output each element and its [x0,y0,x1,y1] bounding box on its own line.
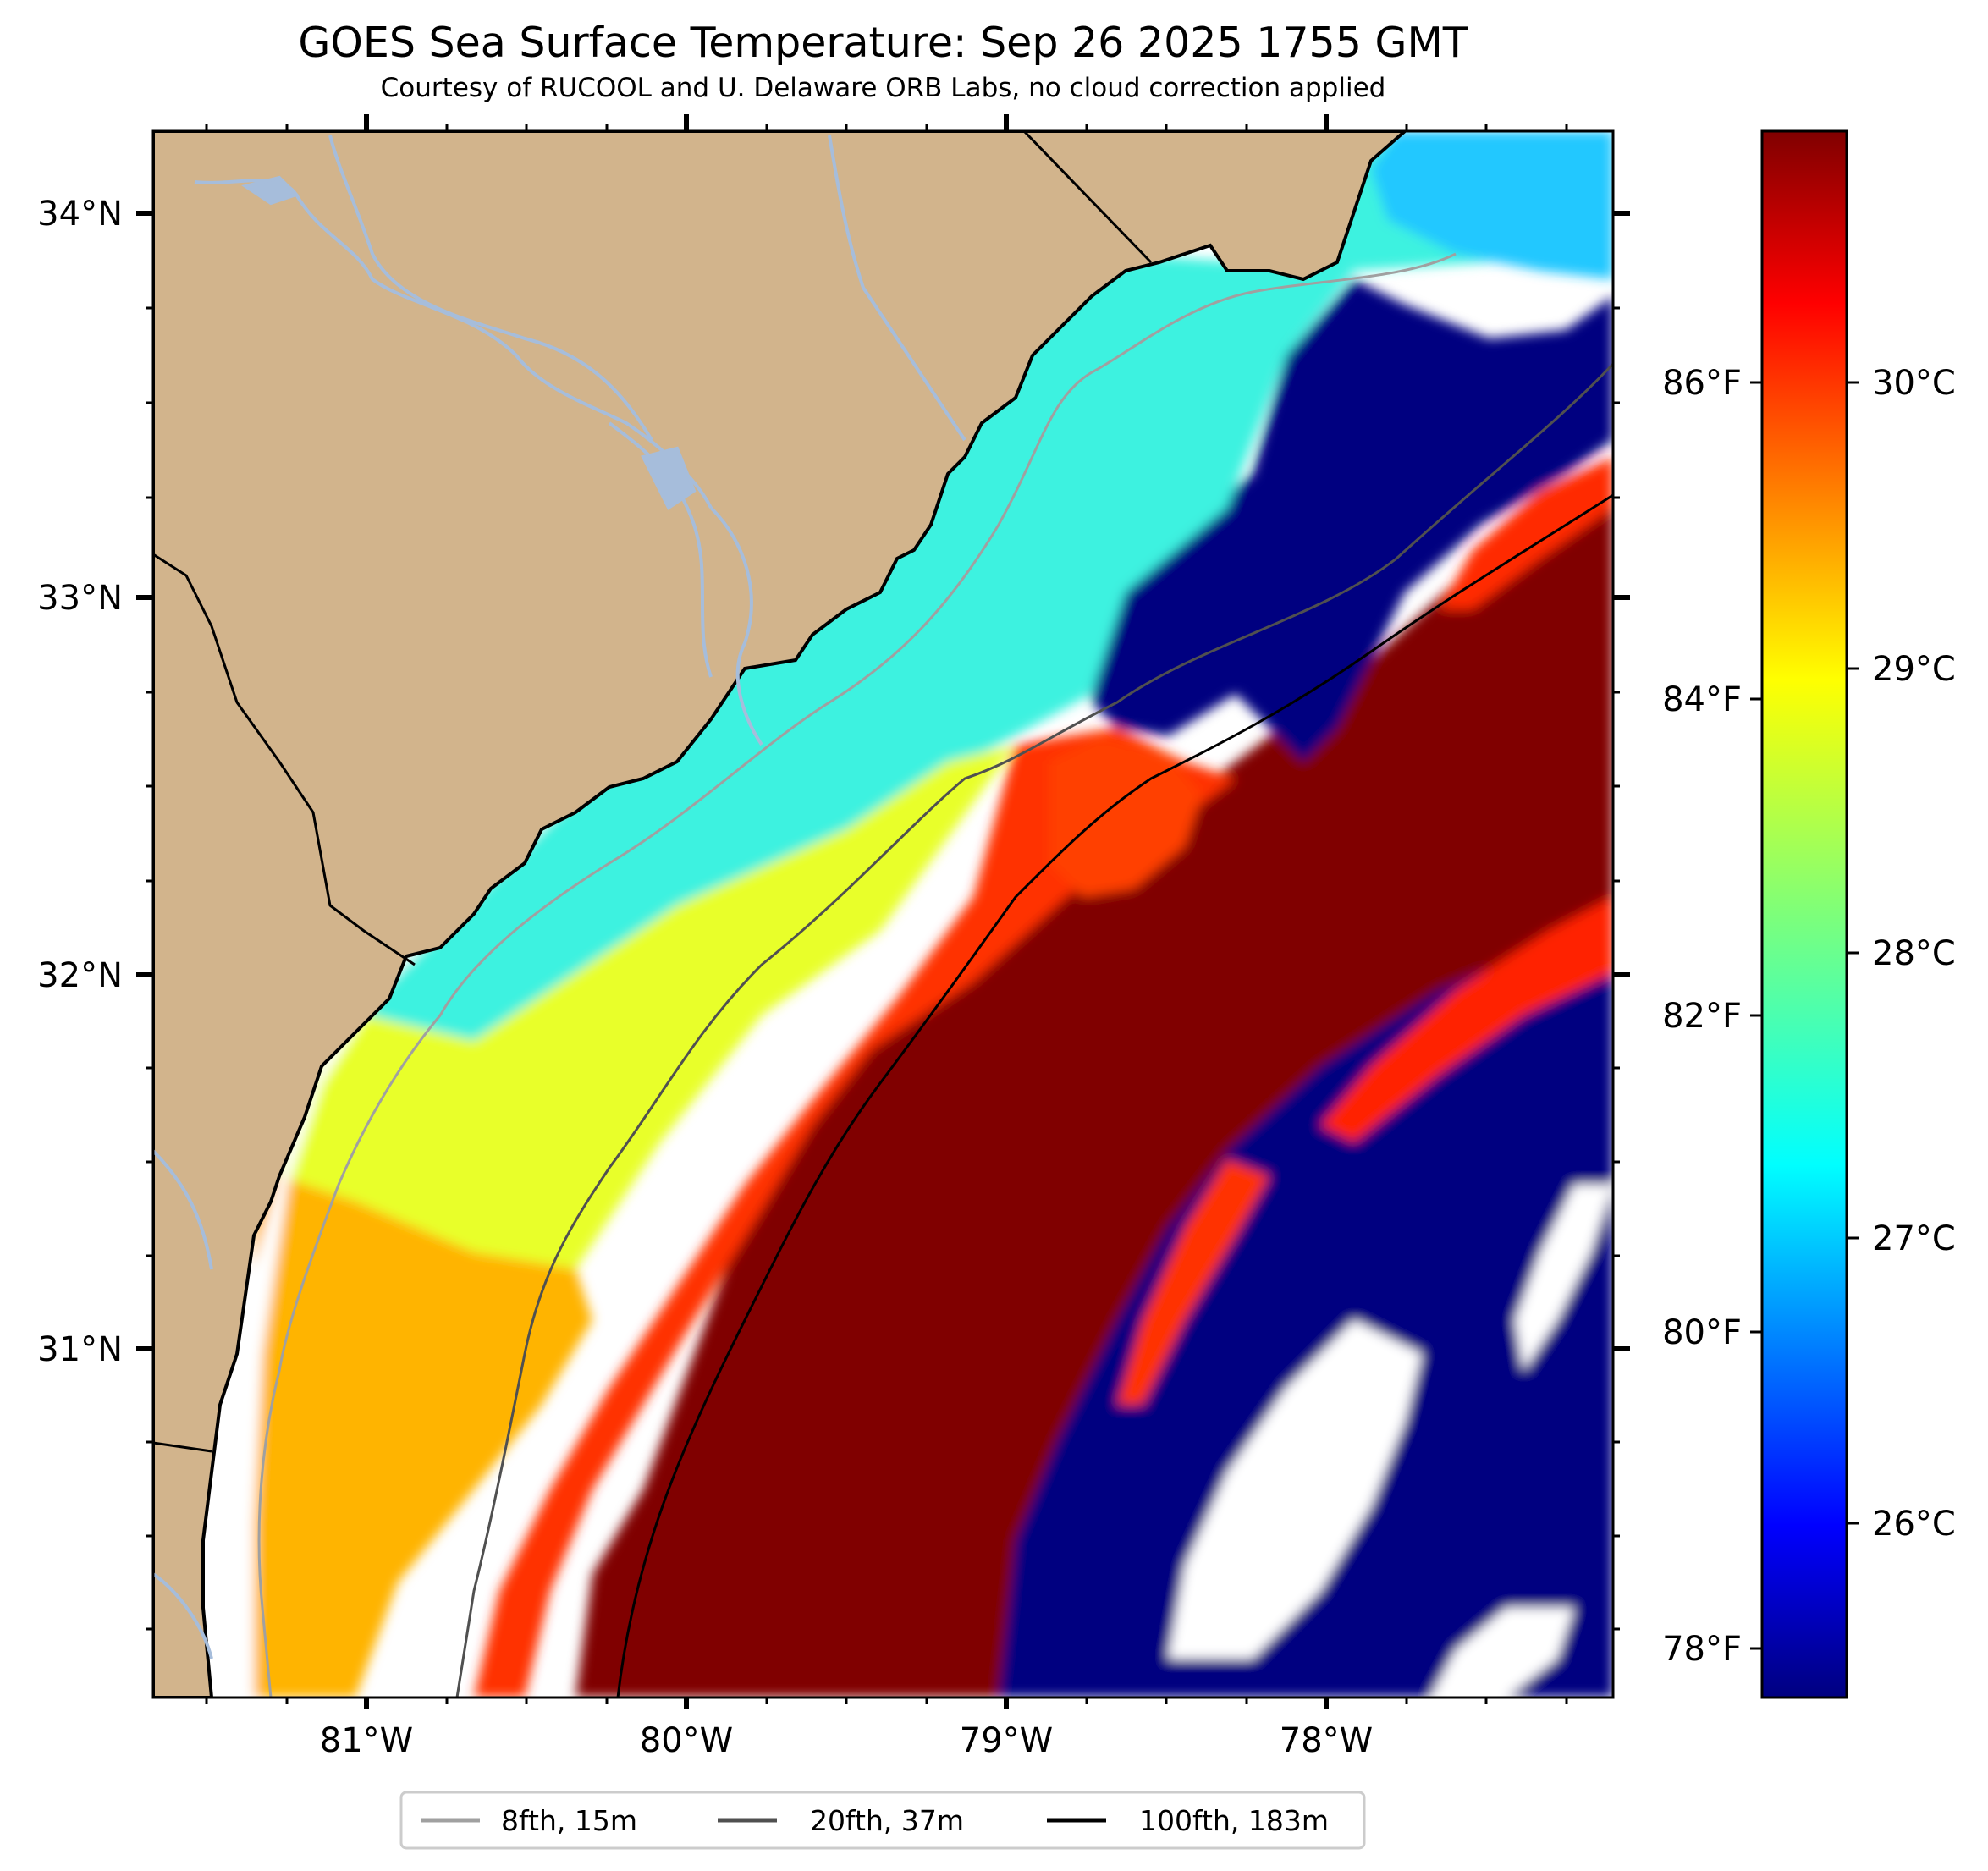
celsius-tick-label: 26°C [1872,1505,1956,1544]
red-filament-2 [1117,1159,1269,1405]
fahrenheit-tick-label: 82°F [1662,997,1742,1036]
map-ticks [136,114,1630,1709]
isobath-legend: 8fth, 15m 20fth, 37m 100fth, 183m [399,1791,1366,1850]
lat-labels: 34°N 33°N 32°N 31°N [37,195,123,1369]
legend-label-100fth: 100fth, 183m [1139,1804,1329,1837]
lat-tick-label: 34°N [37,195,123,234]
isobaths [257,252,1613,1698]
lake-1 [241,175,300,206]
river-6 [153,1149,213,1270]
celsius-tick-label: 27°C [1872,1219,1956,1258]
sst-field [220,131,1613,1698]
colorbar: 30°C 29°C 28°C 27°C 26°C 86°F 84°F 82°F … [1662,129,1956,1699]
mid-shelf-yellow [254,745,1016,1371]
map-area [153,131,1613,1698]
fahrenheit-tick-label: 80°F [1662,1313,1742,1352]
cold-water-north [1092,279,1613,762]
map-frame [151,129,1615,1699]
fahrenheit-tick-label: 84°F [1662,680,1742,719]
colorbar-gradient [1760,129,1848,1699]
red-filament-1 [1320,897,1613,1142]
fahrenheit-tick-label: 86°F [1662,364,1742,403]
lon-labels: 81°W 80°W 79°W 78°W [320,1721,1373,1760]
map-title: GOES Sea Surface Temperature: Sep 26 202… [298,19,1468,67]
legend-label-8fth: 8fth, 15m [501,1804,637,1837]
lake-2 [641,446,697,510]
cloud-gap-southeast [1430,1608,1574,1698]
isobath-8fth [257,252,1457,1698]
river-3 [709,506,763,746]
isobath-20fth [455,362,1613,1698]
river-4 [828,135,966,442]
state-borders [153,131,1153,1453]
celsius-tick-label: 30°C [1872,364,1956,403]
lat-tick-label: 32°N [37,956,123,995]
lat-tick-label: 31°N [37,1330,123,1369]
river-5 [608,421,713,678]
colorbar-ticks [1750,381,1859,1650]
border-ga-fl [153,1441,212,1453]
cloud-gap-east-2 [1515,1185,1613,1371]
border-nc-sc [1022,131,1153,264]
map-subtitle: Courtesy of RUCOOL and U. Delaware ORB L… [380,73,1386,103]
lon-tick-label: 80°W [640,1721,733,1760]
warm-patch-center [1049,736,1202,897]
legend-label-20fth: 20fth, 37m [810,1804,964,1837]
lon-tick-label: 81°W [320,1721,413,1760]
cold-eddy-east [999,922,1613,1698]
river-7 [153,1572,213,1659]
legend-box [399,1791,1366,1850]
cloud-gap-east [1168,1320,1422,1659]
isobath-100fth [616,493,1613,1698]
red-filament-north [1439,457,1613,609]
fahrenheit-tick-label: 78°F [1662,1630,1742,1669]
land-mass [153,131,1408,1698]
shelf-water-cyan [296,131,1613,1041]
lon-tick-label: 78°W [1280,1721,1373,1760]
celsius-tick-label: 29°C [1872,650,1956,689]
north-coastal-blue [1371,131,1613,279]
lon-tick-label: 79°W [960,1721,1053,1760]
border-sc-ga [153,553,416,966]
celsius-tick-label: 28°C [1872,934,1956,973]
inner-shelf-orange [237,1168,592,1698]
river-2 [328,135,653,442]
rivers [153,135,966,1659]
lat-tick-label: 33°N [37,579,123,618]
